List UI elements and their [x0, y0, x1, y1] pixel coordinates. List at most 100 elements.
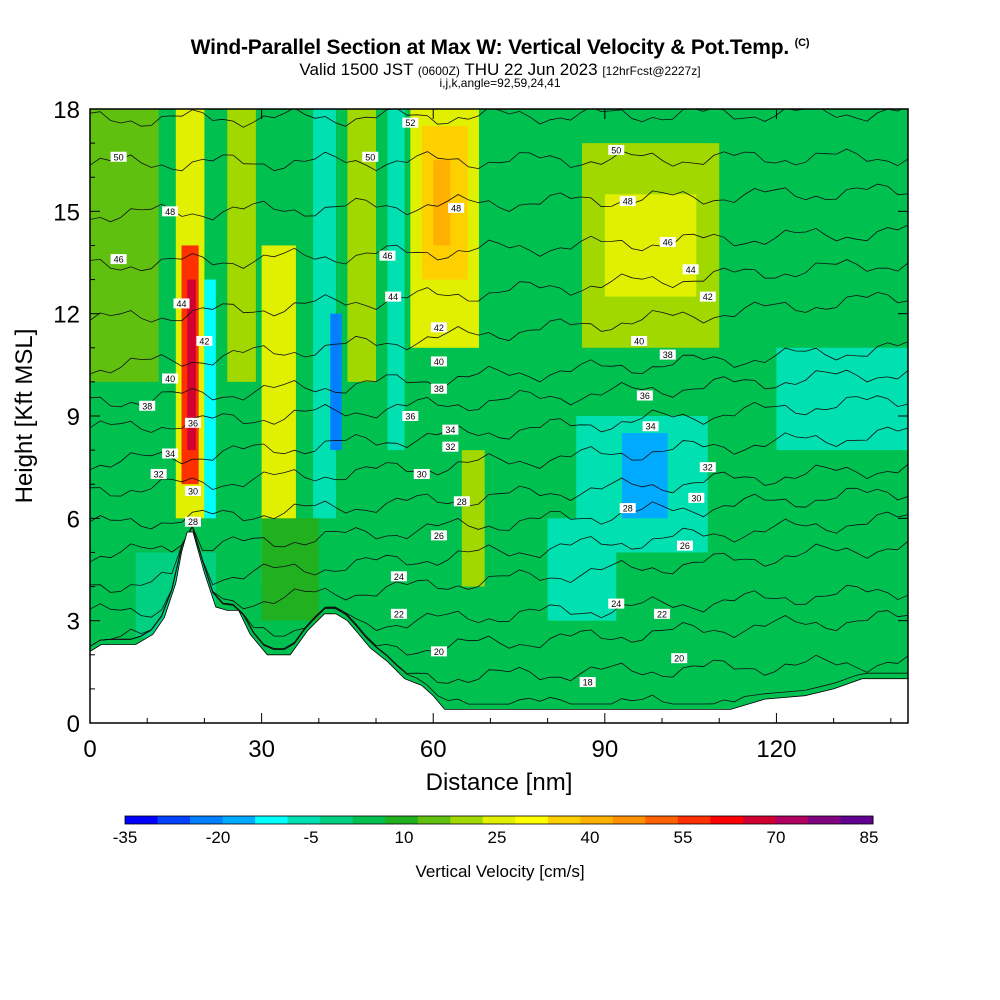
subtitle-fcst: [12hrFcst@2227z] — [602, 64, 701, 78]
y-tick-label-15: 15 — [53, 199, 80, 226]
y-tick-label-18: 18 — [53, 97, 80, 124]
colorbar-swatch-15 — [612, 816, 646, 824]
contour-label-42: 42 — [196, 335, 213, 346]
svg-text:46: 46 — [382, 251, 392, 261]
contour-label-24: 24 — [608, 598, 625, 609]
contour-label-46: 46 — [379, 250, 396, 261]
colorbar-tick-0: -35 — [113, 828, 138, 847]
colorbar-swatch-16 — [645, 816, 679, 824]
contour-label-50: 50 — [608, 144, 625, 155]
velocity-cell-9 — [330, 313, 342, 451]
colorbar-swatch-6 — [320, 816, 354, 824]
velocity-cell-5 — [204, 279, 216, 519]
contour-label-42: 42 — [699, 291, 716, 302]
velocity-cell-10 — [347, 109, 377, 382]
colorbar-swatch-17 — [677, 816, 711, 824]
svg-text:44: 44 — [388, 292, 398, 302]
theta-contour-44 — [90, 259, 908, 323]
contour-label-38: 38 — [430, 383, 447, 394]
svg-text:28: 28 — [188, 517, 198, 527]
svg-text:38: 38 — [434, 384, 444, 394]
velocity-cell-21 — [776, 347, 908, 451]
svg-text:22: 22 — [394, 609, 404, 619]
y-tick-label-9: 9 — [67, 404, 80, 431]
contour-label-48: 48 — [448, 202, 465, 213]
y-tick-label-3: 3 — [67, 609, 80, 636]
contour-label-36: 36 — [636, 390, 653, 401]
svg-text:36: 36 — [640, 391, 650, 401]
svg-text:46: 46 — [663, 238, 673, 248]
contour-label-40: 40 — [430, 356, 447, 367]
theta-contour-34 — [90, 426, 908, 497]
colorbar-swatch-1 — [157, 816, 191, 824]
svg-text:50: 50 — [114, 152, 124, 162]
svg-text:42: 42 — [199, 336, 209, 346]
svg-text:34: 34 — [165, 449, 175, 459]
theta-contour-32 — [90, 463, 908, 530]
colorbar-tick-8: 85 — [860, 828, 879, 847]
svg-text:32: 32 — [445, 442, 455, 452]
contour-label-30: 30 — [688, 492, 705, 503]
chart-title-text: Wind-Parallel Section at Max W: Vertical… — [190, 36, 790, 59]
x-tick-label-60: 60 — [420, 736, 447, 763]
contour-label-50: 50 — [362, 151, 379, 162]
contour-label-40: 40 — [162, 373, 179, 384]
subtitle-params: i,j,k,angle=92,59,24,41 — [439, 76, 561, 90]
colorbar-swatch-0 — [125, 816, 159, 824]
contour-label-30: 30 — [184, 486, 201, 497]
velocity-cell-4 — [187, 279, 196, 451]
colorbar-tick-4: 25 — [488, 828, 507, 847]
theta-contour-26 — [90, 524, 908, 618]
x-axis-label: Distance [nm] — [426, 769, 573, 796]
x-tick-label-120: 120 — [756, 736, 796, 763]
svg-text:34: 34 — [646, 422, 656, 432]
copyright-mark: (C) — [794, 37, 810, 49]
theta-contour-52 — [90, 109, 903, 128]
svg-text:50: 50 — [611, 145, 621, 155]
subtitle-utc: (0600Z) — [417, 64, 460, 78]
contour-label-26: 26 — [430, 530, 447, 541]
theta-contour-30 — [90, 487, 908, 563]
contour-label-44: 44 — [385, 291, 402, 302]
velocity-cell-23 — [261, 518, 319, 621]
colorbar-title: Vertical Velocity [cm/s] — [415, 862, 585, 881]
svg-text:50: 50 — [365, 152, 375, 162]
subtitle-valid: Valid 1500 JST — [299, 60, 414, 79]
svg-text:38: 38 — [663, 350, 673, 360]
svg-text:32: 32 — [154, 469, 164, 479]
contour-label-34: 34 — [442, 424, 459, 435]
svg-text:44: 44 — [177, 299, 187, 309]
contour-label-20: 20 — [671, 653, 688, 664]
colorbar-swatch-22 — [840, 816, 874, 824]
colorbar-swatch-3 — [222, 816, 256, 824]
svg-text:48: 48 — [165, 207, 175, 217]
contour-label-32: 32 — [150, 468, 167, 479]
colorbar-swatch-21 — [807, 816, 841, 824]
contour-label-46: 46 — [110, 254, 127, 265]
y-axis-label: Height [Kft MSL] — [11, 329, 38, 504]
contour-label-18: 18 — [579, 677, 596, 688]
theta-contour-18 — [90, 525, 908, 705]
subtitle-date: THU 22 Jun 2023 — [464, 60, 598, 79]
y-tick-label-6: 6 — [67, 506, 80, 533]
svg-text:20: 20 — [674, 654, 684, 664]
svg-text:26: 26 — [680, 541, 690, 551]
colorbar-tick-3: 10 — [395, 828, 414, 847]
svg-text:26: 26 — [434, 531, 444, 541]
colorbar-swatch-19 — [742, 816, 776, 824]
colorbar-swatch-2 — [190, 816, 224, 824]
contour-label-48: 48 — [162, 206, 179, 217]
x-tick-label-90: 90 — [591, 736, 618, 763]
svg-text:42: 42 — [434, 323, 444, 333]
svg-text:44: 44 — [686, 265, 696, 275]
colorbar-swatch-9 — [417, 816, 451, 824]
svg-text:30: 30 — [188, 487, 198, 497]
svg-text:34: 34 — [445, 425, 455, 435]
colorbar-swatch-13 — [547, 816, 581, 824]
svg-text:52: 52 — [405, 118, 415, 128]
y-tick-label-12: 12 — [53, 302, 80, 329]
colorbar-tick-2: -5 — [303, 828, 318, 847]
theta-contour-28 — [90, 511, 908, 593]
colorbar-tick-1: -20 — [206, 828, 231, 847]
svg-text:24: 24 — [394, 572, 404, 582]
